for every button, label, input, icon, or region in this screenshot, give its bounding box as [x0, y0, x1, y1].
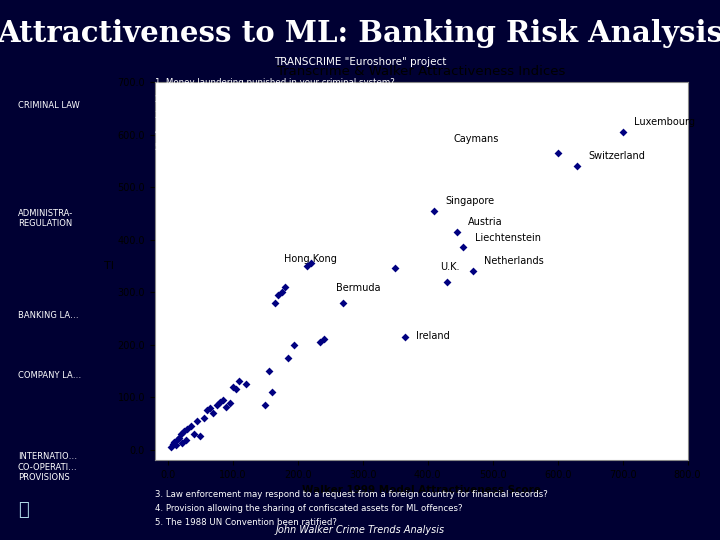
Text: 5. Provision allowing confiscation of assets for an ML offence?: 5. Provision allowing confiscation of as… [155, 143, 422, 152]
Point [170, 441, 181, 450]
Text: 3. Predicate offences cover all serious crimes?: 3. Predicate offences cover all serious … [155, 111, 355, 120]
Text: 4. Predicate offences cover all crimes?: 4. Predicate offences cover all crimes? [155, 127, 321, 136]
Point [318, 335, 330, 343]
Point [399, 333, 410, 341]
Text: Attractiveness to ML: Banking Risk Analysis: Attractiveness to ML: Banking Risk Analy… [0, 19, 720, 48]
Text: 3. Law enforcement may respond to a request from a foreign country for financial: 3. Law enforcement may respond to a requ… [155, 490, 547, 500]
Point [201, 406, 212, 415]
Text: BANKING LA…: BANKING LA… [18, 312, 78, 320]
Point [227, 382, 238, 391]
Point [185, 422, 197, 430]
Point [467, 267, 479, 275]
Point [282, 353, 294, 362]
Text: Netherlands: Netherlands [485, 256, 544, 266]
Point [204, 403, 216, 412]
Point [451, 227, 463, 236]
Point [263, 367, 274, 375]
Point [315, 338, 326, 346]
Point [174, 434, 185, 442]
Text: Austria: Austria [468, 217, 503, 227]
Point [272, 291, 284, 299]
Y-axis label: TI: TI [104, 261, 114, 271]
Point [230, 385, 242, 394]
Text: 5. The 1988 UN Convention been ratified?: 5. The 1988 UN Convention been ratified? [155, 518, 337, 528]
X-axis label: Walker 1999 Model Attractiveness Score: Walker 1999 Model Attractiveness Score [302, 485, 541, 495]
Point [390, 264, 401, 273]
Point [188, 429, 199, 438]
Point [181, 424, 193, 433]
Point [338, 298, 349, 307]
Point [279, 282, 290, 291]
Text: Bermuda: Bermuda [336, 284, 381, 293]
Point [214, 398, 225, 407]
Text: INTERNATIO…
CO-OPERATI…
PROVISIONS: INTERNATIO… CO-OPERATI… PROVISIONS [18, 452, 78, 482]
Text: TRANSCRIME "Euroshore" project: TRANSCRIME "Euroshore" project [274, 57, 446, 67]
Text: Ireland: Ireland [416, 332, 450, 341]
Text: Switzerland: Switzerland [588, 151, 645, 161]
Point [572, 162, 583, 171]
Point [207, 408, 219, 417]
Point [259, 401, 271, 409]
Text: Luxembourg: Luxembourg [634, 117, 695, 127]
Point [192, 416, 203, 425]
Point [269, 298, 281, 307]
Text: 4. Provision allowing the sharing of confiscated assets for ML offences?: 4. Provision allowing the sharing of con… [155, 504, 462, 514]
Point [168, 437, 180, 446]
Point [224, 399, 235, 408]
Point [194, 432, 206, 441]
Point [233, 377, 245, 386]
Point [617, 127, 629, 136]
Point [289, 340, 300, 349]
Point [166, 443, 177, 451]
Text: U.K.: U.K. [440, 262, 460, 273]
Point [217, 395, 229, 404]
Text: COMPANY LA…: COMPANY LA… [18, 371, 81, 380]
Text: ADMINISTRA-
REGULATION: ADMINISTRA- REGULATION [18, 209, 73, 228]
Point [176, 439, 188, 448]
Text: 🌍: 🌍 [18, 501, 29, 519]
Point [211, 401, 222, 409]
Point [180, 436, 192, 444]
Text: Liechtenstein: Liechtenstein [474, 233, 541, 242]
Title: Transcrime & Walker Attractiveness Indices: Transcrime & Walker Attractiveness Indic… [277, 65, 565, 78]
Point [220, 402, 232, 411]
Point [276, 288, 287, 296]
Point [167, 440, 179, 449]
Point [305, 259, 317, 267]
Text: Singapore: Singapore [445, 196, 495, 206]
Point [175, 429, 186, 438]
Point [240, 380, 251, 388]
Text: 1. Money laundering punished in your criminal system?: 1. Money laundering punished in your cri… [155, 78, 395, 87]
Text: CRIMINAL LAW: CRIMINAL LAW [18, 101, 80, 110]
Point [179, 427, 190, 436]
Point [428, 206, 440, 215]
Text: Caymans: Caymans [454, 134, 499, 144]
Point [302, 261, 313, 270]
Point [458, 243, 469, 252]
Text: Hong Kong: Hong Kong [284, 253, 337, 264]
Point [552, 148, 564, 157]
Text: 2. Legislation provides for a list of crimes as predicate offences?: 2. Legislation provides for a list of cr… [155, 94, 433, 104]
Point [441, 277, 453, 286]
Text: John Walker Crime Trends Analysis: John Walker Crime Trends Analysis [276, 524, 444, 535]
Point [198, 414, 210, 422]
Point [266, 388, 277, 396]
Point [172, 435, 184, 443]
